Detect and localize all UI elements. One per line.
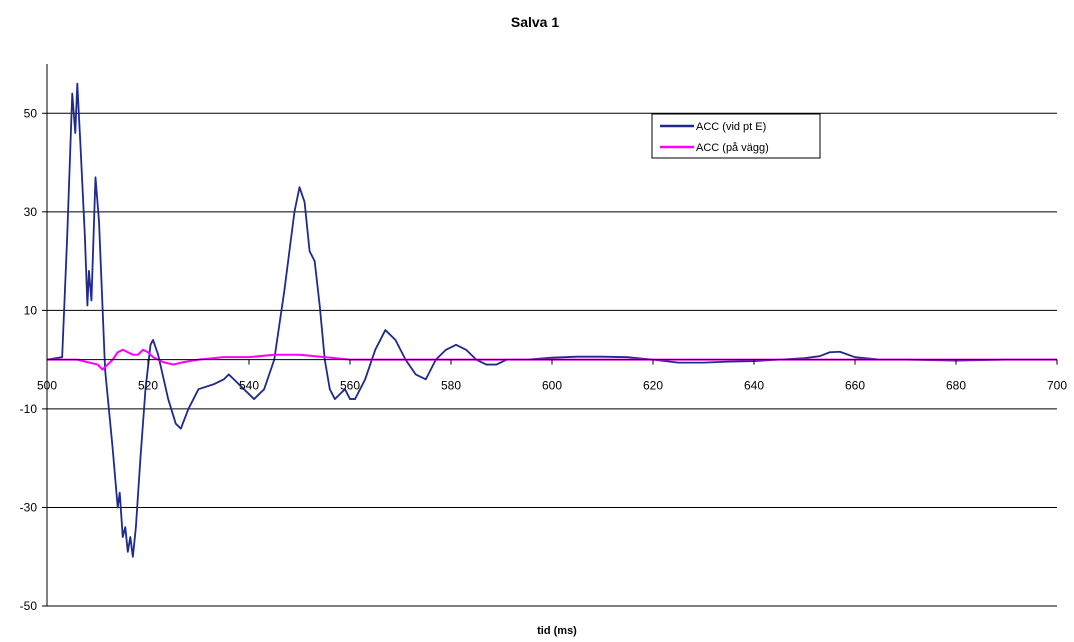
y-tick-label: -50 (20, 599, 38, 613)
x-tick-label: 600 (542, 379, 562, 393)
x-tick-label: 660 (845, 379, 865, 393)
legend-label-2: ACC (på vägg) (696, 142, 769, 154)
x-tick-labels: 500 520 540 560 580 600 620 640 660 680 700 (37, 379, 1067, 393)
y-tick-label: 10 (24, 303, 38, 317)
x-tick-label: 560 (340, 379, 360, 393)
series-line-1 (46, 82, 1057, 558)
x-tick-label: 500 (37, 379, 57, 393)
y-tick-label: -30 (20, 500, 38, 514)
legend: ACC (vid pt E) ACC (på vägg) (651, 113, 821, 159)
x-tick-label: 640 (744, 379, 764, 393)
axes (42, 64, 1058, 607)
gridlines (47, 112, 1057, 607)
x-tick-label: 680 (946, 379, 966, 393)
series-group (46, 82, 1057, 558)
legend-label-1: ACC (vid pt E) (696, 121, 766, 133)
legend-box (651, 113, 821, 159)
x-tick-label: 520 (138, 379, 158, 393)
x-axis-label: tid (ms) (537, 625, 577, 637)
chart-title: Salva 1 (511, 14, 559, 30)
y-tick-label: -10 (20, 402, 38, 416)
y-tick-label: 30 (24, 205, 38, 219)
y-tick-labels: 50 30 10 -10 -30 -50 (20, 106, 38, 613)
y-tick-label: 50 (24, 106, 38, 120)
x-tick-label: 580 (441, 379, 461, 393)
x-tick-label: 700 (1047, 379, 1067, 393)
x-tick-label: 620 (643, 379, 663, 393)
x-tick-label: 540 (239, 379, 259, 393)
